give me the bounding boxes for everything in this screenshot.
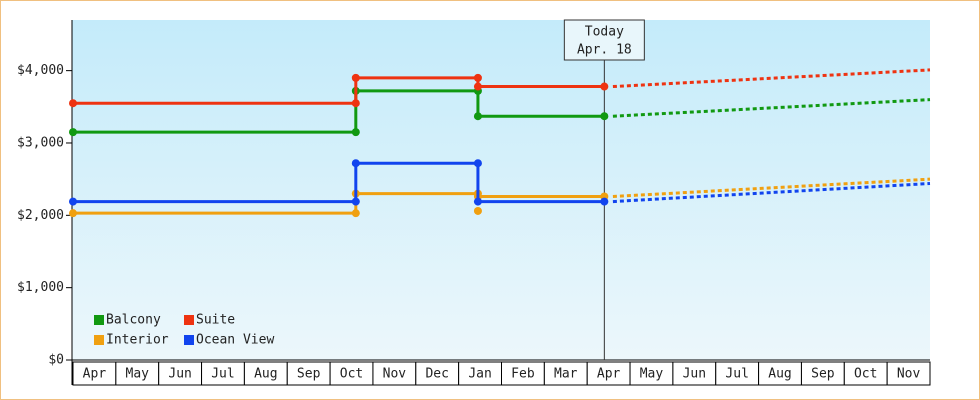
plot-area <box>72 20 930 360</box>
y-tick-label: $3,000 <box>17 135 64 150</box>
series-line <box>73 161 605 204</box>
forecast-line <box>612 98 931 118</box>
point <box>600 197 609 206</box>
point <box>69 197 77 206</box>
today-box <box>563 19 645 61</box>
forecast-line <box>612 177 931 199</box>
x-tick-label: Oct <box>854 367 877 382</box>
x-tick-label: Nov <box>897 367 921 382</box>
legend-label: Suite <box>196 313 235 328</box>
point <box>351 197 360 206</box>
forecast-line <box>612 68 931 89</box>
point <box>69 209 77 218</box>
point <box>473 197 482 206</box>
legend-swatch <box>94 335 104 345</box>
x-tick-label: May <box>126 367 150 382</box>
legend-swatch <box>184 335 194 345</box>
point <box>600 112 609 121</box>
point <box>473 73 482 82</box>
x-tick-label: Feb <box>511 367 535 382</box>
point <box>351 159 360 168</box>
y-tick-label: $0 <box>48 353 64 368</box>
series-line <box>73 89 605 134</box>
today-label: Today <box>585 25 624 40</box>
legend-label: Interior <box>106 333 169 348</box>
point <box>473 206 482 215</box>
x-tick-label: Jun <box>168 367 191 382</box>
point <box>473 82 482 91</box>
forecast-line <box>612 181 931 204</box>
legend-swatch <box>94 315 104 325</box>
legend-label: Balcony <box>106 313 161 328</box>
x-cell <box>886 361 931 386</box>
x-tick-label: Apr <box>597 367 621 382</box>
x-tick-label: Jul <box>211 367 234 382</box>
point <box>473 112 482 121</box>
x-tick-label: Aug <box>254 367 277 382</box>
y-tick-label: $1,000 <box>17 280 64 295</box>
legend-swatch <box>184 315 194 325</box>
point <box>351 128 360 137</box>
x-tick-label: Oct <box>340 367 363 382</box>
today-label: Apr. 18 <box>577 43 632 58</box>
y-tick-label: $4,000 <box>17 63 64 78</box>
point <box>600 82 609 91</box>
x-tick-label: May <box>640 367 664 382</box>
x-tick-label: Nov <box>383 367 407 382</box>
x-tick-label: Sep <box>297 367 321 382</box>
series-line <box>73 76 605 105</box>
x-tick-label: Apr <box>83 367 107 382</box>
y-tick-label: $2,000 <box>17 208 64 223</box>
point <box>473 159 482 168</box>
x-tick-label: Jun <box>683 367 706 382</box>
x-tick-label: Aug <box>768 367 791 382</box>
legend-label: Ocean View <box>196 333 274 348</box>
point <box>69 128 77 137</box>
series-line <box>73 192 605 215</box>
x-tick-label: Mar <box>554 367 578 382</box>
point <box>351 73 360 82</box>
x-tick-label: Sep <box>811 367 835 382</box>
x-tick-label: Jul <box>725 367 748 382</box>
point <box>351 99 360 108</box>
point <box>69 99 77 108</box>
point <box>351 209 360 218</box>
x-tick-label: Dec <box>425 367 448 382</box>
x-tick-label: Jan <box>468 367 491 382</box>
